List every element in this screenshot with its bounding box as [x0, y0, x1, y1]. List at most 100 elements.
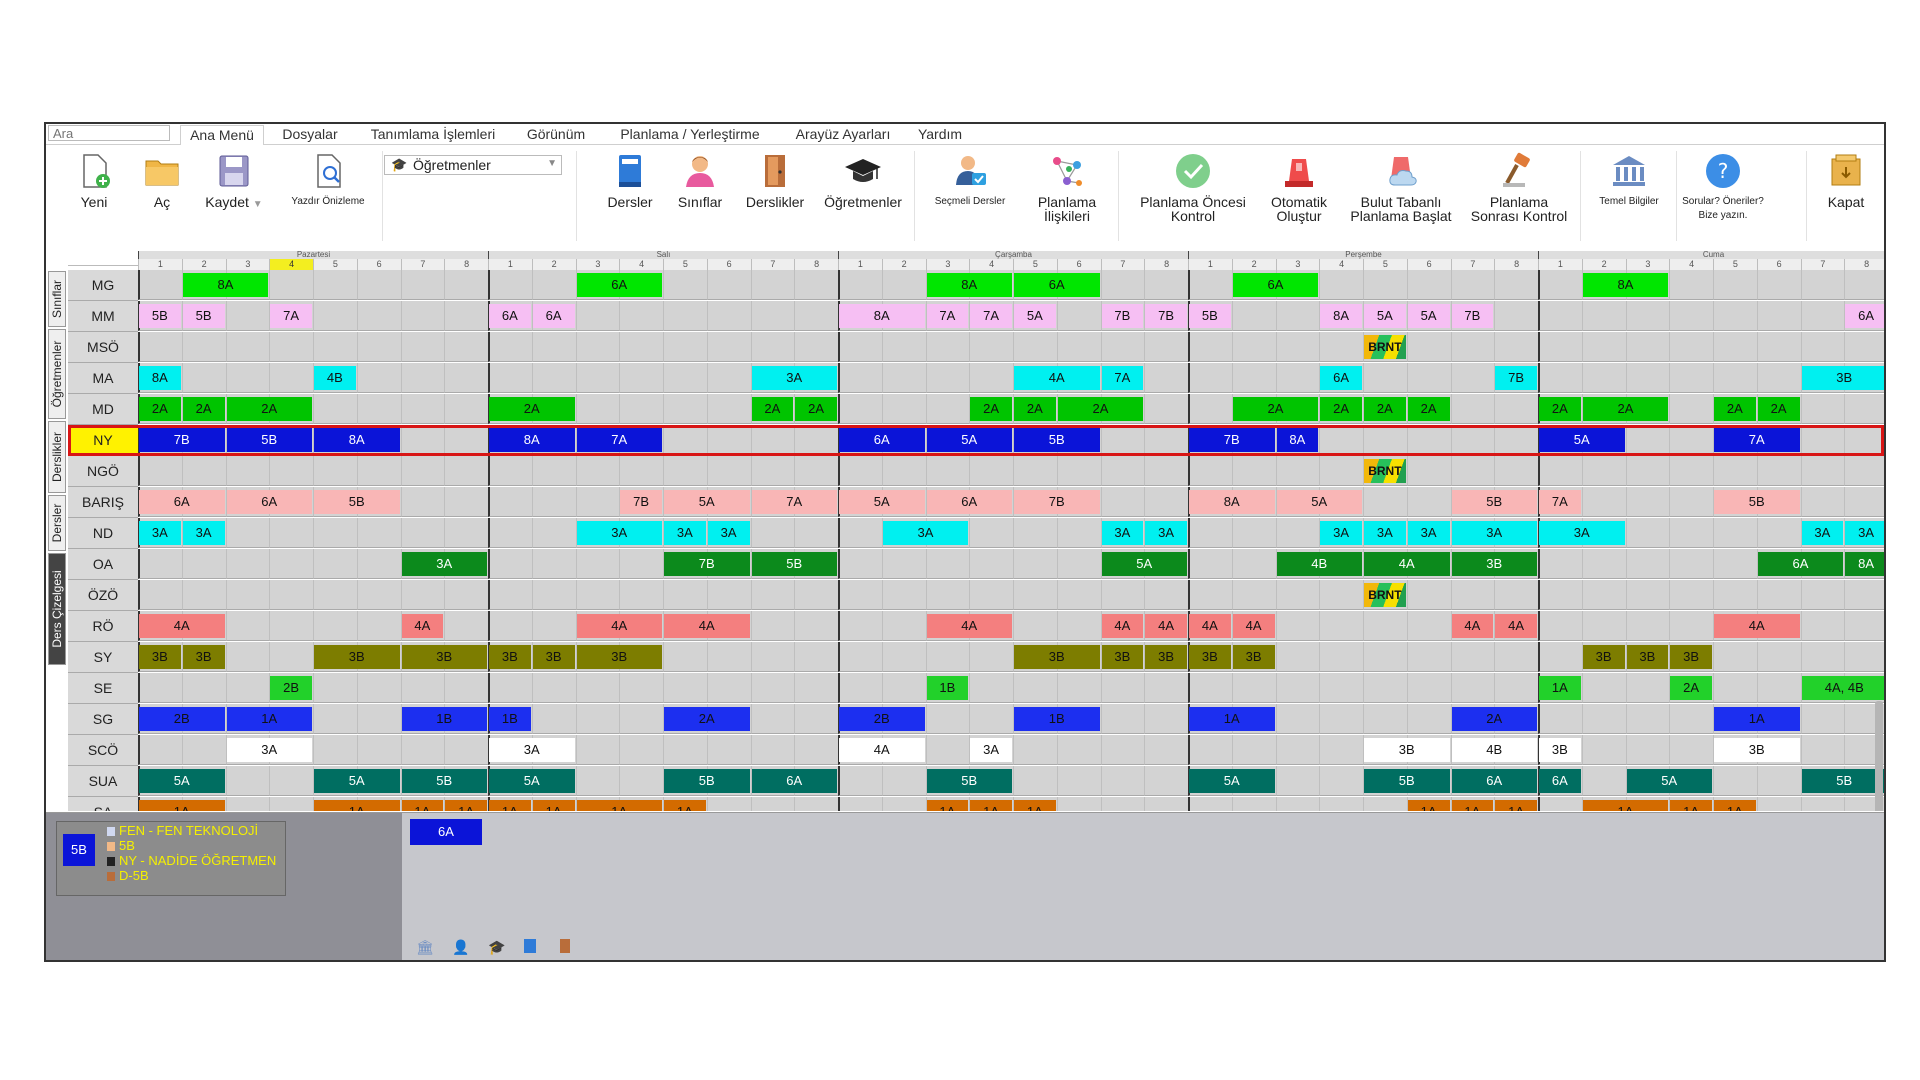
timetable-cell[interactable]	[1844, 270, 1884, 300]
timetable-cell[interactable]	[1188, 580, 1232, 610]
lesson-block[interactable]: 7B	[1495, 366, 1537, 390]
period-header[interactable]: 6	[1756, 259, 1801, 270]
timetable-cell[interactable]	[225, 580, 270, 610]
timetable-cell[interactable]	[181, 549, 226, 579]
lesson-block[interactable]: 5B	[1714, 490, 1800, 514]
timetable-cell[interactable]	[1231, 456, 1276, 486]
lesson-block[interactable]: 1A	[314, 800, 400, 811]
teacher-row-label[interactable]: ND	[68, 518, 138, 549]
sidetab-classrooms[interactable]: Derslikler	[48, 421, 66, 493]
timetable-cell[interactable]	[1231, 518, 1276, 548]
lesson-block[interactable]: 1A	[1014, 800, 1056, 811]
timetable-cell[interactable]	[1231, 580, 1276, 610]
lesson-block[interactable]: 1A	[1670, 800, 1712, 811]
lesson-block[interactable]: 3A	[139, 521, 181, 545]
lesson-block[interactable]: 8A	[1276, 428, 1319, 452]
lesson-block[interactable]: 2A	[1757, 397, 1800, 421]
timetable-cell[interactable]	[356, 549, 401, 579]
lesson-block[interactable]: 3B	[139, 645, 181, 669]
teacher-row-label[interactable]: MG	[68, 270, 138, 301]
timetable-cell[interactable]	[1319, 456, 1363, 486]
period-header[interactable]: 3	[1625, 259, 1670, 270]
timetable-cell[interactable]	[225, 301, 270, 331]
timetable-cell[interactable]	[1756, 518, 1801, 548]
lesson-block[interactable]: 3B	[1539, 738, 1581, 762]
timetable-cell[interactable]	[1844, 487, 1884, 517]
timetable-cell[interactable]	[356, 580, 401, 610]
timetable-cell[interactable]	[794, 270, 838, 300]
timetable-cell[interactable]	[1319, 580, 1363, 610]
timetable-cell[interactable]	[575, 673, 620, 703]
timetable-cell[interactable]	[1144, 394, 1188, 424]
lesson-block[interactable]: 1A	[1495, 800, 1537, 811]
timetable-cell[interactable]	[1800, 704, 1845, 734]
timetable-cell[interactable]	[750, 673, 795, 703]
timetable-cell[interactable]	[1056, 549, 1101, 579]
timetable-cell[interactable]	[1144, 735, 1188, 765]
period-header[interactable]: 4	[619, 259, 663, 270]
lesson-block[interactable]: 1A	[1407, 800, 1450, 811]
timetable-cell[interactable]	[1144, 456, 1188, 486]
timetable-cell[interactable]	[1494, 580, 1538, 610]
timetable-cell[interactable]	[356, 704, 401, 734]
timetable-cell[interactable]	[925, 735, 970, 765]
lesson-block[interactable]: 5A	[1539, 428, 1625, 452]
timetable-cell[interactable]	[531, 363, 576, 393]
lesson-block[interactable]: 4A	[839, 738, 925, 762]
timetable-cell[interactable]	[138, 549, 182, 579]
lesson-block[interactable]: 1A	[664, 800, 706, 811]
timetable-cell[interactable]	[663, 735, 707, 765]
timetable-cell[interactable]	[925, 332, 970, 362]
period-header[interactable]: 3	[575, 259, 620, 270]
timetable-cell[interactable]	[1406, 332, 1451, 362]
timetable-cell[interactable]	[663, 456, 707, 486]
period-header[interactable]: 8	[1844, 259, 1884, 270]
timetable-cell[interactable]	[794, 611, 838, 641]
timetable-cell[interactable]	[1406, 456, 1451, 486]
teacher-row-label[interactable]: MM	[68, 301, 138, 332]
timetable-cell[interactable]	[225, 549, 270, 579]
timetable-cell[interactable]	[181, 332, 226, 362]
lesson-block[interactable]: 2A	[664, 707, 750, 731]
timetable-cell[interactable]	[531, 611, 576, 641]
period-header[interactable]: 7	[1100, 259, 1145, 270]
lesson-block[interactable]: 2A	[182, 397, 225, 421]
lesson-block[interactable]: 2A	[795, 397, 837, 421]
timetable-cell[interactable]	[925, 642, 970, 672]
timetable-cell[interactable]	[1625, 332, 1670, 362]
feedback-button[interactable]: ? Sorular? Öneriler? Bize yazın.	[1682, 151, 1764, 223]
timetable-cell[interactable]	[969, 456, 1013, 486]
timetable-cell[interactable]	[838, 332, 882, 362]
timetable-cell[interactable]	[313, 611, 357, 641]
close-button[interactable]: Kapat	[1816, 151, 1876, 209]
timetable-cell[interactable]	[531, 270, 576, 300]
timetable-cell[interactable]	[1713, 518, 1757, 548]
timetable-cell[interactable]	[356, 332, 401, 362]
timetable-cell[interactable]	[1013, 673, 1057, 703]
lesson-block[interactable]: 4A	[1364, 552, 1450, 576]
timetable-cell[interactable]	[1538, 704, 1582, 734]
cloud-plan-button[interactable]: Bulut Tabanlı Planlama Başlat	[1342, 151, 1460, 223]
timetable-cell[interactable]	[925, 456, 970, 486]
timetable-cell[interactable]	[356, 270, 401, 300]
lesson-block[interactable]: 1A	[1714, 707, 1800, 731]
lesson-block[interactable]: 7B	[139, 428, 225, 452]
timetable-cell[interactable]	[400, 270, 445, 300]
timetable-cell[interactable]	[575, 394, 620, 424]
timetable-cell[interactable]	[313, 301, 357, 331]
timetable-cell[interactable]	[1275, 580, 1320, 610]
timetable-cell[interactable]	[838, 456, 882, 486]
timetable-cell[interactable]	[531, 704, 576, 734]
lesson-block[interactable]: 6A	[1232, 273, 1319, 297]
timetable-cell[interactable]	[1581, 735, 1626, 765]
timetable-cell[interactable]	[1713, 642, 1757, 672]
timetable-cell[interactable]	[1275, 797, 1320, 811]
timetable-cell[interactable]	[269, 611, 313, 641]
timetable-cell[interactable]	[1100, 673, 1145, 703]
timetable-cell[interactable]	[400, 735, 445, 765]
building-icon[interactable]: 🏛	[416, 939, 434, 955]
timetable-cell[interactable]	[575, 580, 620, 610]
timetable-cell[interactable]	[1756, 270, 1801, 300]
timetable-cell[interactable]	[1363, 704, 1407, 734]
lesson-block[interactable]: 3A	[882, 521, 969, 545]
